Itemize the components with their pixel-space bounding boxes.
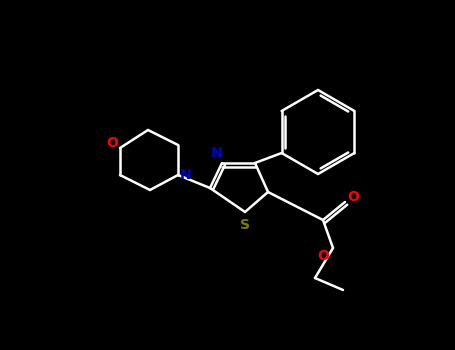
Text: N: N xyxy=(211,146,223,160)
Text: N: N xyxy=(180,168,192,182)
Text: O: O xyxy=(106,136,118,150)
Text: O: O xyxy=(347,190,359,204)
Text: O: O xyxy=(317,249,329,263)
Text: S: S xyxy=(240,218,250,232)
